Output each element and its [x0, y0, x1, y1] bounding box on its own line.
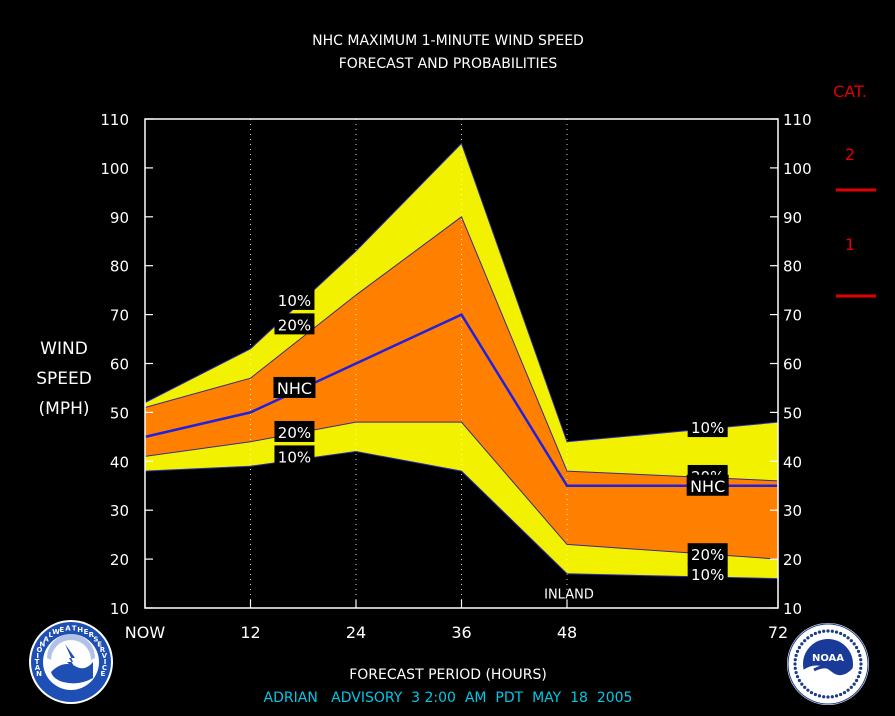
y-tick-label: 20	[110, 551, 129, 569]
y-tick-label: 110	[100, 111, 129, 129]
noaa-logo-icon: NOAA	[787, 623, 869, 705]
series-line-lower-10	[144, 451, 779, 580]
chart-subtitle: FORECAST AND PROBABILITIES	[339, 56, 558, 72]
category-label: 1	[845, 235, 855, 254]
y-tick-label: 50	[110, 404, 129, 422]
y-tick-label: 110	[783, 111, 812, 129]
curve-label-bg	[686, 474, 729, 496]
curve-label: 20%	[691, 546, 724, 564]
advisory-footer: ADRIAN ADVISORY 3 2:00 AM PDT MAY 18 200…	[264, 690, 633, 706]
curve-label-bg	[274, 445, 315, 467]
x-axis-title: FORECAST PERIOD (HOURS)	[349, 667, 547, 683]
curve-label-bg	[687, 543, 728, 565]
series-line-upper-20	[144, 216, 779, 482]
category-legend: CAT. 2 1	[833, 82, 876, 298]
y-axis-title-line-2: SPEED	[36, 369, 92, 389]
y-tick-label: 70	[110, 307, 129, 325]
curve-label-bg	[274, 420, 315, 442]
y-tick-label: 10	[110, 600, 129, 618]
curve-label: NHC	[690, 477, 725, 496]
curve-label: NHC	[277, 379, 312, 398]
y-tick-label: 70	[783, 307, 802, 325]
x-tick-label: 12	[240, 623, 260, 642]
y-tick-label: 100	[783, 160, 812, 178]
x-tick-label: 36	[451, 623, 471, 642]
y-tick-label: 100	[100, 160, 129, 178]
curve-label-bg	[274, 313, 315, 335]
x-tick-label: 48	[557, 623, 577, 642]
x-axis: NOW 12 24 36 48 72	[125, 600, 788, 642]
curve-label-bg	[274, 288, 315, 310]
y-axis-title-line-1: WIND	[40, 339, 88, 359]
curve-label: 20%	[278, 316, 311, 334]
nws-logo-ring-text: NATIONALWEATHERS E R V I C E	[35, 625, 108, 679]
y-tick-label: 30	[110, 502, 129, 520]
series-line-nhc	[144, 312, 778, 487]
curve-label: 10%	[691, 419, 724, 437]
y-tick-label: 50	[783, 404, 802, 422]
x-tick-label: NOW	[125, 623, 166, 642]
y-tick-label: 20	[783, 551, 802, 569]
y-axis-title-line-3: (MPH)	[39, 399, 90, 419]
y-tick-label: 90	[783, 209, 802, 227]
curve-label: 10%	[278, 448, 311, 466]
x-tick-label: 72	[768, 623, 788, 642]
y-tick-label: 90	[110, 209, 129, 227]
y-tick-label: 60	[110, 356, 129, 374]
nws-logo-icon: NATIONALWEATHERS E R V I C E	[29, 620, 113, 704]
curve-label-bg	[687, 562, 728, 584]
y-axis-left: 10 20 30 40 50 60 70 80 90 100 110	[100, 111, 153, 618]
y-tick-label: 40	[110, 453, 129, 471]
y-tick-label: 60	[783, 356, 802, 374]
y-tick-label: 80	[110, 258, 129, 276]
y-tick-label: 30	[783, 502, 802, 520]
category-legend-title: CAT.	[833, 82, 867, 101]
chart-title: NHC MAXIMUM 1-MINUTE WIND SPEED	[312, 33, 584, 49]
curve-label: 10%	[691, 566, 724, 584]
y-tick-label: 10	[783, 600, 802, 618]
curve-label-bg	[273, 376, 316, 398]
y-axis-title: WIND SPEED (MPH)	[36, 339, 92, 419]
y-tick-label: 40	[783, 453, 802, 471]
x-tick-label: 24	[346, 623, 366, 642]
noaa-logo-text: NOAA	[812, 653, 844, 664]
curve-label-bg	[687, 416, 728, 438]
series-line-lower-20	[144, 421, 779, 560]
series-lines	[144, 142, 779, 580]
inland-annotation: INLAND	[544, 587, 594, 602]
curve-label: 10%	[278, 292, 311, 310]
y-axis-right: 10 20 30 40 50 60 70 80 90 100 110	[770, 111, 812, 618]
curve-label: 20%	[278, 424, 311, 442]
category-label: 2	[845, 145, 855, 164]
y-tick-label: 80	[783, 258, 802, 276]
series-line-upper-10	[144, 142, 779, 443]
